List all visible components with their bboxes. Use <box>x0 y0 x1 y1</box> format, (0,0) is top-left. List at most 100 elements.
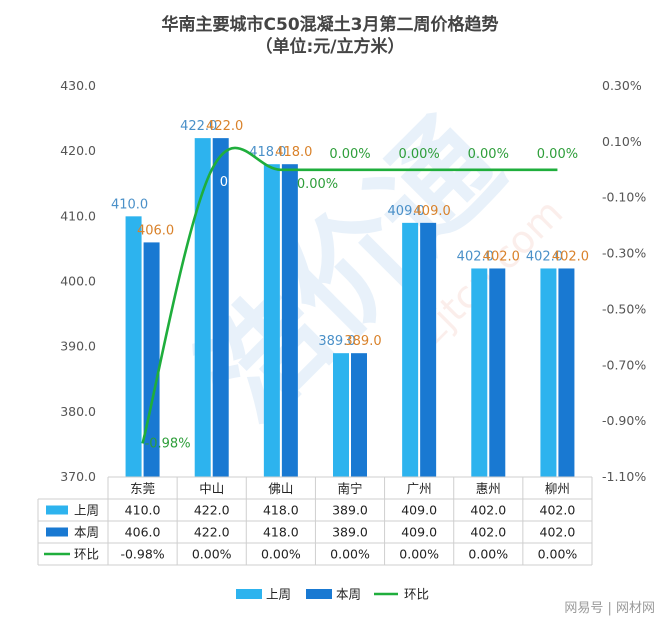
table-cell: 0.00% <box>330 547 370 562</box>
legend-swatch <box>236 589 262 599</box>
ratio-data-label: 0.00% <box>329 147 370 162</box>
legend: 上周 本周 环比 <box>236 587 429 602</box>
category-label: 南宁 <box>337 481 362 496</box>
bar-this-week-label: 389.0 <box>344 334 381 349</box>
footer-watermark: 网易号 | 网材网 <box>564 601 655 616</box>
left-tick-label: 380.0 <box>60 404 96 419</box>
ratio-data-label: 0.00% <box>220 175 261 190</box>
bar-this-week <box>212 138 229 477</box>
bar-prev-week-label: 410.0 <box>111 197 148 212</box>
table-cell: 422.0 <box>194 525 230 540</box>
bar-prev-week-label: 402.0 <box>526 249 563 264</box>
table-cell: 418.0 <box>263 503 299 518</box>
table-cell: -0.98% <box>120 547 164 562</box>
table-key-swatch <box>46 505 68 515</box>
table-cell: 389.0 <box>332 503 368 518</box>
legend-label: 上周 <box>266 587 291 602</box>
category-label: 柳州 <box>545 481 570 496</box>
legend-label: 环比 <box>404 587 429 602</box>
table-cell: 402.0 <box>470 503 506 518</box>
table-cell: 0.00% <box>192 547 232 562</box>
table-cell: 409.0 <box>401 503 437 518</box>
category-label: 佛山 <box>268 481 293 496</box>
bar-prev-week-label: 422.0 <box>180 119 217 134</box>
bar-prev-week-label: 402.0 <box>457 249 494 264</box>
bar-prev-week <box>402 222 419 477</box>
table-cell: 0.00% <box>468 547 508 562</box>
ratio-data-label: 0.00% <box>537 147 578 162</box>
bar-prev-week <box>471 268 488 477</box>
ratio-data-label: 0.00% <box>297 177 338 192</box>
ratio-data-label: 0.00% <box>398 147 439 162</box>
chart-title: 华南主要城市C50混凝土3月第二周价格趋势 <box>162 14 499 35</box>
bar-this-week <box>281 164 298 477</box>
bar-this-week-label: 402.0 <box>483 249 520 264</box>
table-cell: 0.00% <box>538 547 578 562</box>
table-cell: 410.0 <box>125 503 161 518</box>
bar-prev-week-label: 418.0 <box>249 145 286 160</box>
bar-prev-week <box>333 353 349 477</box>
bar-this-week <box>558 268 575 477</box>
table-cell: 422.0 <box>194 503 230 518</box>
category-label: 广州 <box>407 481 432 496</box>
bar-this-week-label: 402.0 <box>552 249 589 264</box>
bar-this-week-label: 418.0 <box>275 145 312 160</box>
bar-this-week-label: 406.0 <box>137 223 174 238</box>
bar-this-week <box>420 222 437 477</box>
table-key-label: 本周 <box>74 525 99 540</box>
left-tick-label: 370.0 <box>60 469 96 484</box>
left-tick-label: 420.0 <box>60 143 96 158</box>
table-key-swatch <box>46 527 68 537</box>
right-tick-label: -0.30% <box>602 246 646 261</box>
category-label: 东莞 <box>130 481 155 496</box>
table-cell: 0.00% <box>399 547 439 562</box>
table-key-label: 上周 <box>74 503 99 518</box>
right-axis-ticks: -1.10% -0.90% -0.70% -0.50% -0.30% -0.10% 0.10… <box>602 78 646 484</box>
category-label: 惠州 <box>476 481 501 496</box>
table-cell: 409.0 <box>401 525 437 540</box>
bar-prev-week <box>194 138 211 477</box>
table-key-label: 环比 <box>74 547 99 562</box>
left-tick-label: 390.0 <box>60 339 96 354</box>
ratio-data-labels: -0.98% 0.00% 0.00% 0.00% 0.00% 0.00% 0.00% <box>145 147 579 452</box>
ratio-line-series <box>141 146 558 444</box>
right-tick-label: -1.10% <box>602 469 646 484</box>
bar-this-week-label: 422.0 <box>206 119 243 134</box>
left-tick-label: 400.0 <box>60 274 96 289</box>
bar-prev-week <box>263 164 280 477</box>
table-cell: 402.0 <box>540 503 576 518</box>
bar-prev-week-label: 409.0 <box>388 204 425 219</box>
table-cell: 389.0 <box>332 525 368 540</box>
bar-prev-week <box>540 268 557 477</box>
bar-prev-week-label: 389.0 <box>318 334 355 349</box>
right-tick-label: -0.90% <box>602 413 646 428</box>
category-label: 中山 <box>199 481 224 496</box>
ratio-data-label: 0.00% <box>468 147 509 162</box>
table-cell: 418.0 <box>263 525 299 540</box>
chart-subtitle: （单位:元/立方米） <box>255 36 404 57</box>
right-tick-label: -0.70% <box>602 357 646 372</box>
bar-series <box>125 138 575 478</box>
ratio-line-path <box>141 146 558 444</box>
right-tick-label: -0.50% <box>602 301 646 316</box>
legend-label: 本周 <box>336 587 361 602</box>
table-cell: 402.0 <box>540 525 576 540</box>
legend-swatch <box>306 589 332 599</box>
table-cell: 402.0 <box>470 525 506 540</box>
right-tick-label: 0.30% <box>602 78 642 93</box>
bar-prev-week <box>125 216 142 478</box>
bar-this-week <box>489 268 506 477</box>
right-tick-label: 0.10% <box>602 134 642 149</box>
table-cell: 406.0 <box>125 525 161 540</box>
right-tick-label: -0.10% <box>602 190 646 205</box>
bar-this-week <box>351 353 367 477</box>
left-axis-ticks: 370.0 380.0 390.0 400.0 410.0 420.0 430.0 <box>60 78 96 484</box>
ratio-data-label: -0.98% <box>145 436 191 451</box>
left-tick-label: 410.0 <box>60 208 96 223</box>
left-tick-label: 430.0 <box>60 78 96 93</box>
table-cell: 0.00% <box>261 547 301 562</box>
bar-this-week-label: 409.0 <box>414 204 451 219</box>
